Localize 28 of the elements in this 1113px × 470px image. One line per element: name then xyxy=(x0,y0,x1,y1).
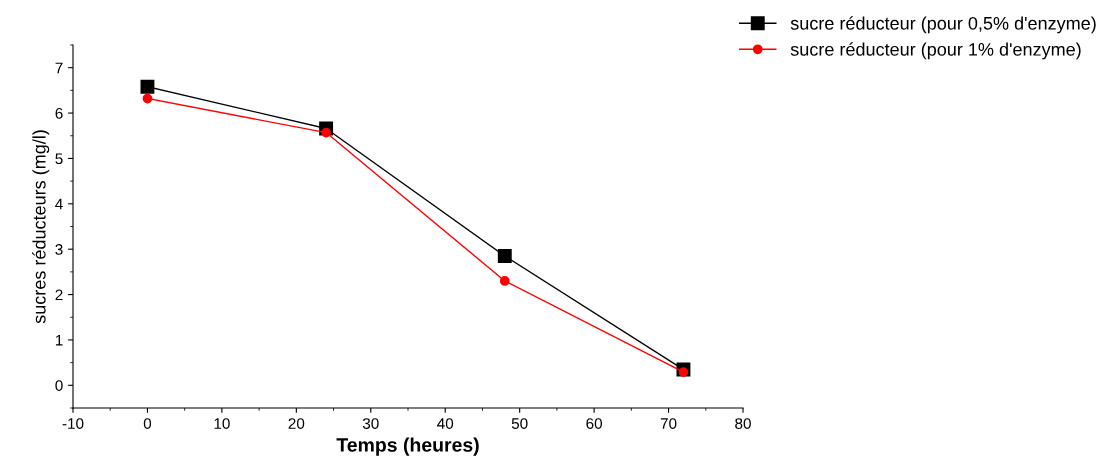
x-tick-label: 0 xyxy=(143,418,152,429)
legend-label: sucre réducteur (pour 1% d'enzyme) xyxy=(790,42,1081,60)
y-tick-label: 7 xyxy=(55,62,63,74)
point xyxy=(678,367,689,378)
x-tick-label: 40 xyxy=(437,418,454,429)
y-tick-label: 4 xyxy=(55,198,63,210)
x-tick-label: 50 xyxy=(511,418,528,429)
y-tick-label: 1 xyxy=(55,334,63,346)
x-tick-label: 60 xyxy=(586,418,603,429)
x-tick-label: 70 xyxy=(660,418,677,429)
point xyxy=(321,127,331,138)
y-tick-label: 3 xyxy=(55,244,63,255)
y-tick-label: 2 xyxy=(55,289,63,301)
point xyxy=(497,249,512,263)
x-axis-title: Temps (heures) xyxy=(336,437,479,456)
point xyxy=(142,93,153,104)
x-tick-label: 30 xyxy=(362,418,379,429)
point xyxy=(140,79,155,94)
y-tick-label: 0 xyxy=(55,380,63,391)
x-tick-label: 20 xyxy=(288,418,305,429)
x-tick-label: 80 xyxy=(735,418,751,429)
legend-label: sucre réducteur (pour 0,5% d'enzyme) xyxy=(790,16,1096,34)
point xyxy=(499,276,510,286)
y-tick-label: 5 xyxy=(55,153,63,165)
y-axis-title: sucres réducteurs (mg/l) xyxy=(32,130,50,324)
x-tick-label: 10 xyxy=(214,418,230,429)
x-tick-label: -10 xyxy=(62,418,84,429)
y-tick-label: 6 xyxy=(55,107,63,119)
